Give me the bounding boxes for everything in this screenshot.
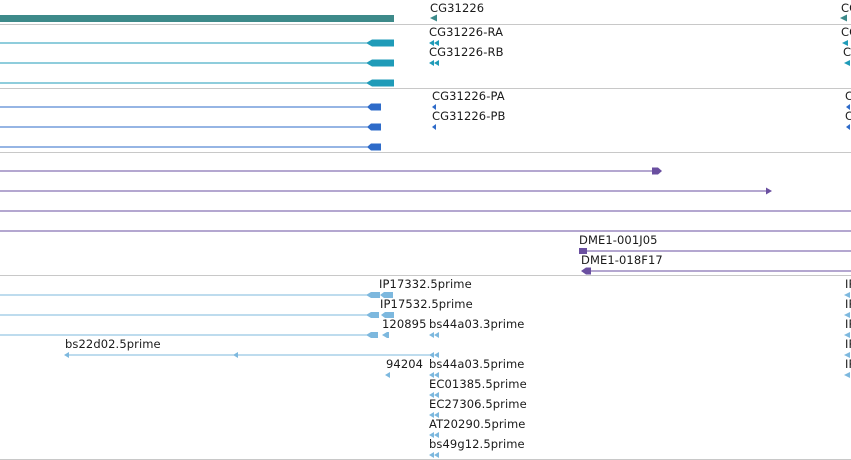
est-label[interactable]: IP17532.5prime — [380, 297, 473, 311]
protein-row[interactable] — [0, 123, 850, 131]
est-label-right[interactable]: IP — [845, 317, 851, 331]
transcript-row[interactable] — [0, 39, 848, 47]
est-label[interactable]: 120895 — [382, 317, 427, 331]
protein-label[interactable]: CG31226-PB — [432, 109, 506, 123]
est-label-right[interactable]: IP — [845, 297, 851, 311]
track-separator — [0, 24, 851, 25]
gene-label[interactable]: CG31226 — [430, 1, 485, 15]
est-label[interactable]: IP17332.5prime — [379, 277, 472, 291]
est-row[interactable] — [429, 452, 439, 458]
clone-row[interactable] — [581, 267, 851, 275]
clone-row[interactable] — [0, 187, 772, 195]
clone-row[interactable] — [0, 167, 662, 175]
gene-cg31226-glyph[interactable] — [430, 14, 437, 22]
protein-row[interactable] — [0, 143, 381, 151]
protein-label-right[interactable]: C — [845, 109, 851, 123]
transcript-row[interactable] — [0, 59, 850, 67]
est-label[interactable]: EC01385.5prime — [429, 377, 527, 391]
track-separator — [0, 152, 851, 153]
protein-label[interactable]: CG31226-PA — [432, 89, 505, 103]
est-row[interactable] — [64, 352, 850, 358]
est-label-right[interactable]: IP — [845, 337, 851, 351]
est-label[interactable]: bs44a03.5prime — [429, 357, 525, 371]
est-row[interactable] — [429, 392, 439, 398]
est-row[interactable] — [0, 312, 850, 318]
est-label[interactable]: bs44a03.3prime — [429, 317, 525, 331]
est-row[interactable] — [0, 332, 850, 338]
est-row[interactable] — [0, 292, 850, 298]
track-separator — [0, 275, 851, 276]
est-row[interactable] — [429, 432, 439, 438]
est-label[interactable]: bs22d02.5prime — [65, 337, 161, 351]
clone-label[interactable]: DME1-001J05 — [579, 233, 658, 247]
est-label-right[interactable]: IP — [845, 277, 851, 291]
protein-row[interactable] — [0, 103, 850, 111]
est-row[interactable] — [385, 372, 850, 378]
est-label[interactable]: 94204 — [386, 357, 424, 371]
est-label[interactable]: bs49g12.5prime — [429, 437, 525, 451]
transcript-label[interactable]: CG31226-RB — [429, 45, 504, 59]
transcript-label-right[interactable]: CG — [841, 25, 851, 39]
protein-label-right[interactable]: C — [845, 89, 851, 103]
transcript-label-right[interactable]: CG — [843, 45, 851, 59]
track-separator — [0, 88, 851, 89]
est-label[interactable]: AT20290.5prime — [429, 417, 526, 431]
gene-right-glyph[interactable] — [840, 14, 847, 22]
est-row[interactable] — [429, 412, 439, 418]
transcript-row[interactable] — [0, 79, 394, 87]
clone-row[interactable] — [579, 248, 851, 254]
transcript-label[interactable]: CG31226-RA — [429, 25, 504, 39]
gene-feature-bar[interactable] — [0, 15, 394, 22]
est-label-right[interactable]: IP — [845, 357, 851, 371]
gene-label-right[interactable]: CG — [841, 1, 851, 15]
clone-label[interactable]: DME1-018F17 — [581, 253, 663, 267]
est-label[interactable]: EC27306.5prime — [429, 397, 527, 411]
